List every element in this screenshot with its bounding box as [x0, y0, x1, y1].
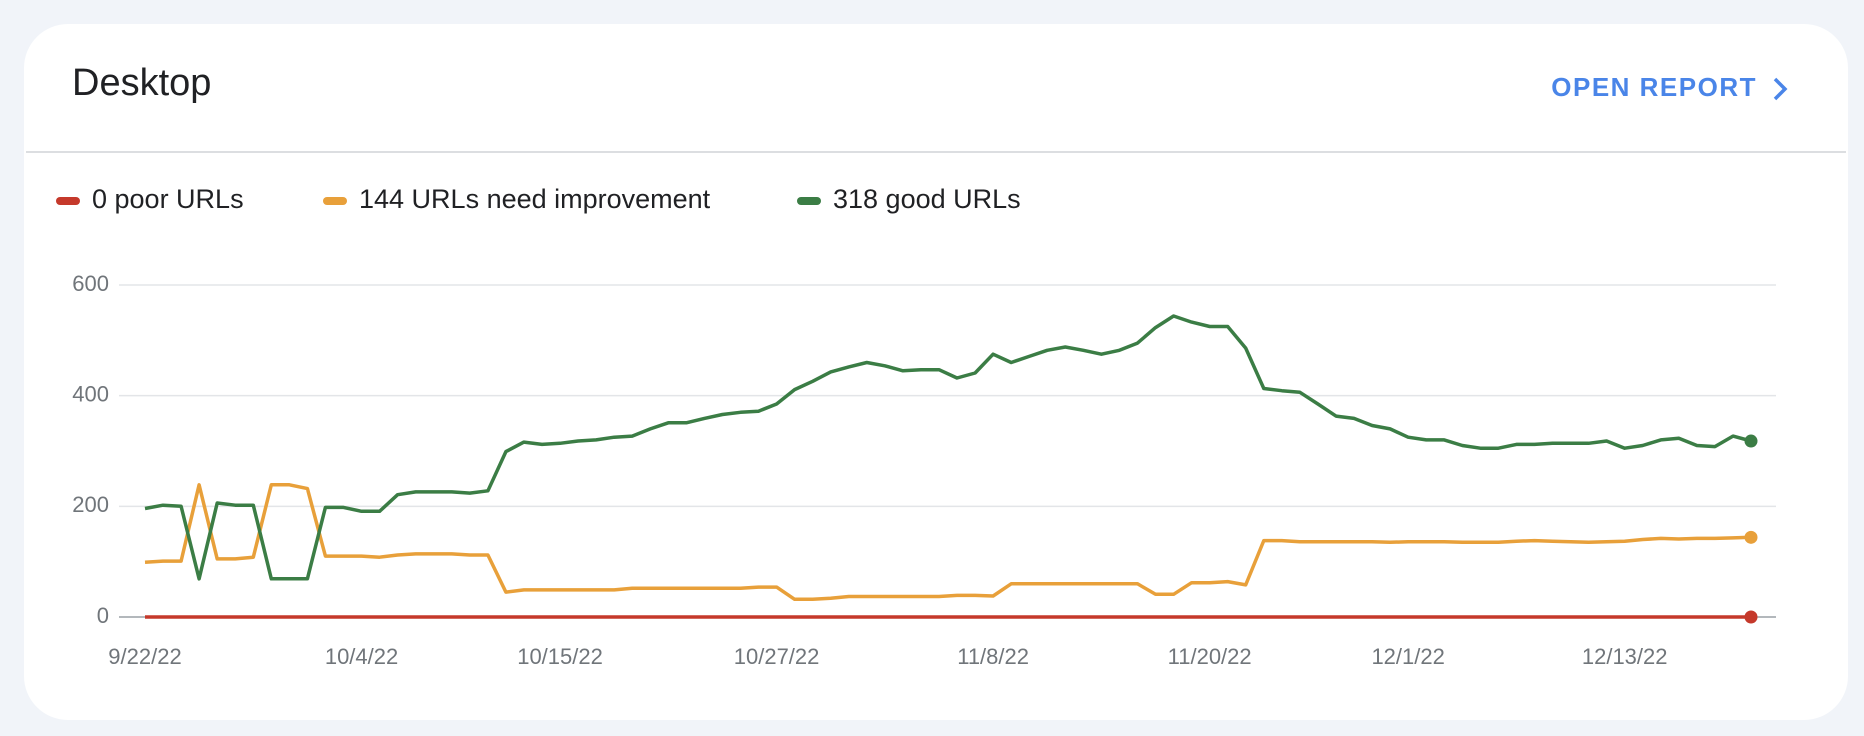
- y-tick-label: 400: [72, 381, 109, 406]
- legend-label: 318 good URLs: [833, 184, 1021, 214]
- chevron-icon[interactable]: [1773, 77, 1788, 101]
- end-point: [1744, 610, 1758, 624]
- legend-label: 144 URLs need improvement: [359, 184, 711, 214]
- x-tick-label: 12/13/22: [1582, 644, 1668, 669]
- legend-label: 0 poor URLs: [92, 184, 244, 214]
- x-tick-label: 10/27/22: [734, 644, 820, 669]
- series-line: [144, 314, 1752, 581]
- y-tick-label: 200: [72, 492, 109, 517]
- card-title: Desktop: [72, 62, 211, 104]
- card: [24, 24, 1848, 720]
- x-tick-label: 10/4/22: [325, 644, 398, 669]
- open-report-text[interactable]: OPEN REPORT: [1551, 72, 1757, 102]
- x-tick-label: 10/15/22: [517, 644, 603, 669]
- x-tick-label: 11/20/22: [1168, 644, 1252, 669]
- open-report-link[interactable]: OPEN REPORT: [1551, 72, 1788, 102]
- chart: 0 200 400 600 9/22/22 10/4/22 10/15/22 10/27/22…: [56, 184, 1776, 669]
- x-tick-label: 12/1/22: [1371, 644, 1444, 669]
- x-tick-label: 9/22/22: [108, 644, 181, 669]
- series-line: [144, 483, 1752, 602]
- x-tick-label: 11/8/22: [957, 644, 1029, 669]
- y-tick-label: 600: [72, 271, 109, 296]
- end-point: [1744, 434, 1758, 448]
- end-point: [1744, 530, 1758, 544]
- y-tick-label: 0: [97, 603, 109, 628]
